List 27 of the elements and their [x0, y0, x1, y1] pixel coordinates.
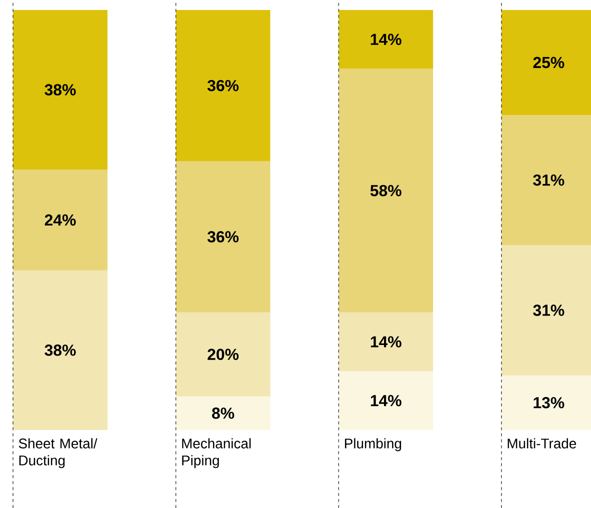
- bar: [338, 371, 434, 430]
- bar: [176, 10, 270, 162]
- data-label: 14%: [370, 34, 402, 46]
- data-label: 25%: [533, 56, 564, 68]
- data-label: 14%: [370, 336, 402, 348]
- x-tick-label: Mechanical Piping: [182, 438, 251, 468]
- bar: [13, 270, 108, 430]
- data-label: 14%: [370, 394, 402, 406]
- bar: [176, 312, 270, 396]
- data-label: 58%: [370, 184, 402, 196]
- data-label: 13%: [534, 397, 564, 408]
- x-tick-label: Multi-Trade: [508, 438, 576, 448]
- data-label: 38%: [44, 84, 76, 96]
- bar: [176, 161, 270, 312]
- data-label: 20%: [208, 348, 239, 360]
- x-tick-label: Plumbing: [344, 438, 402, 452]
- data-label: 31%: [533, 304, 564, 316]
- data-label: 31%: [533, 174, 564, 186]
- bar: [13, 10, 108, 170]
- data-label: 24%: [44, 214, 76, 226]
- data-label: 8%: [212, 408, 234, 419]
- data-label: 36%: [207, 80, 239, 92]
- x-tick-label: Sheet Metal/ Ducting: [18, 438, 98, 468]
- data-label: 36%: [207, 231, 239, 242]
- bar: [13, 170, 108, 270]
- bar: [176, 396, 270, 430]
- data-label: 38%: [44, 344, 76, 356]
